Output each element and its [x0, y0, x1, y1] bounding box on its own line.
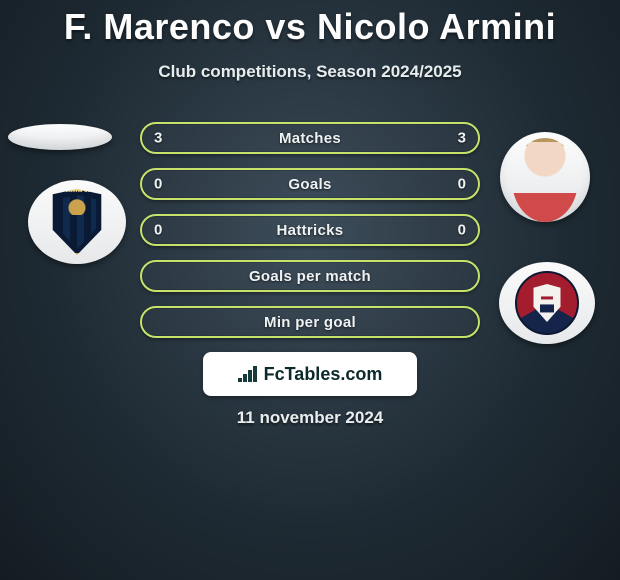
player-left-avatar — [8, 124, 112, 150]
date-label: 11 november 2024 — [0, 408, 620, 428]
club-right-crest — [499, 262, 595, 344]
stat-row-goals-per-match: Goals per match — [140, 260, 480, 292]
stat-left-value: 0 — [154, 176, 162, 193]
club-left-crest: U.S. Latina Calcio — [28, 180, 126, 264]
bar-chart-icon — [238, 366, 258, 382]
stat-label: Goals — [288, 176, 331, 193]
stat-right-value: 3 — [458, 130, 466, 147]
page-subtitle: Club competitions, Season 2024/2025 — [0, 62, 620, 82]
stat-label: Min per goal — [264, 314, 356, 331]
stat-label: Hattricks — [277, 222, 344, 239]
stat-label: Matches — [279, 130, 341, 147]
source-site-label: FcTables.com — [264, 364, 383, 385]
stat-right-value: 0 — [458, 222, 466, 239]
stat-row-min-per-goal: Min per goal — [140, 306, 480, 338]
stat-row-matches: 3 Matches 3 — [140, 122, 480, 154]
source-badge: FcTables.com — [203, 352, 417, 396]
stat-left-value: 3 — [154, 130, 162, 147]
stat-label: Goals per match — [249, 268, 371, 285]
stat-row-goals: 0 Goals 0 — [140, 168, 480, 200]
stat-left-value: 0 — [154, 222, 162, 239]
crotone-crest-icon — [515, 271, 579, 335]
stats-container: 3 Matches 3 0 Goals 0 0 Hattricks 0 Goal… — [140, 122, 480, 352]
latina-crest-text: U.S. Latina Calcio — [52, 188, 102, 194]
page-title: F. Marenco vs Nicolo Armini — [0, 0, 620, 48]
player-right-avatar — [500, 132, 590, 222]
latina-crest-icon: U.S. Latina Calcio — [50, 189, 104, 255]
stat-row-hattricks: 0 Hattricks 0 — [140, 214, 480, 246]
stat-right-value: 0 — [458, 176, 466, 193]
